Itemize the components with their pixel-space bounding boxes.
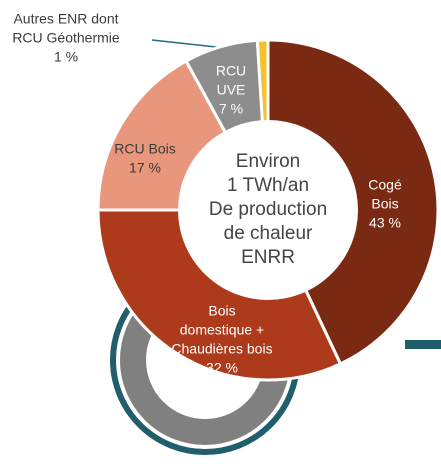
slice-label: Cogé Bois 43 % bbox=[368, 177, 402, 231]
value-label: 17 % bbox=[129, 160, 161, 176]
center-text: De production bbox=[209, 199, 327, 220]
chart: Cogé Bois 43 % Bois domestique + Chaudières b… bbox=[0, 0, 441, 468]
category-label: Chaudières bois bbox=[171, 341, 272, 357]
slice-label: RCU UVE 7 % bbox=[216, 63, 246, 117]
value-label: 1 % bbox=[54, 49, 78, 65]
value-label: 32 % bbox=[206, 360, 238, 376]
category-label: Autres ENR dont bbox=[13, 11, 118, 27]
center-text: de chaleur bbox=[224, 223, 313, 244]
category-label: Bois bbox=[208, 303, 235, 319]
center-text: ENRR bbox=[241, 247, 295, 268]
value-label: 43 % bbox=[369, 215, 401, 231]
category-label: Cogé bbox=[368, 177, 402, 193]
category-label: RCU bbox=[216, 63, 246, 79]
category-label: UVE bbox=[217, 82, 246, 98]
center-text: 1 TWh/an bbox=[227, 175, 309, 196]
value-label: 7 % bbox=[219, 101, 243, 117]
slice-label: Autres ENR dont RCU Géothermie 1 % bbox=[12, 11, 120, 65]
category-label: domestique + bbox=[180, 322, 264, 338]
category-label: RCU Bois bbox=[114, 141, 175, 157]
category-label: RCU Géothermie bbox=[12, 30, 120, 46]
category-label: Bois bbox=[371, 196, 398, 212]
center-text: Environ bbox=[236, 151, 300, 172]
